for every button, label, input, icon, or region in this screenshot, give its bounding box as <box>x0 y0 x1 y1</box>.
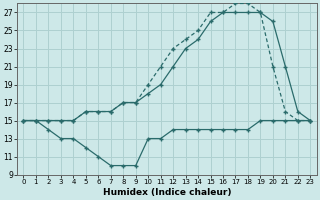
X-axis label: Humidex (Indice chaleur): Humidex (Indice chaleur) <box>103 188 231 197</box>
